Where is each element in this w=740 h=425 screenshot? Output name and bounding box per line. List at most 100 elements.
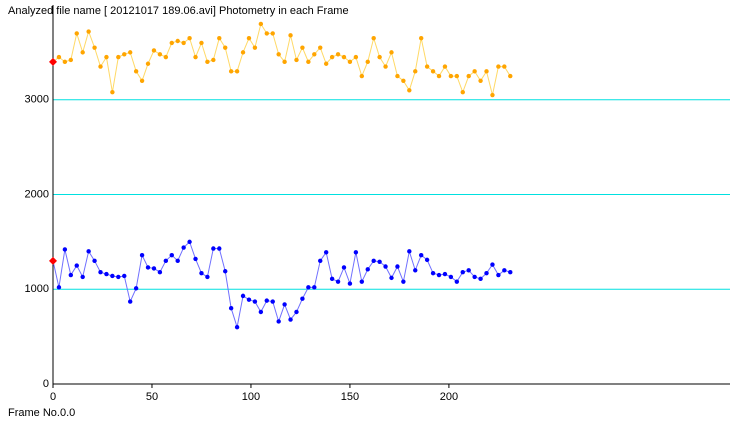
data-point [258, 309, 264, 315]
data-point [401, 279, 406, 284]
data-point [484, 270, 489, 276]
data-point [169, 40, 174, 46]
data-point [288, 33, 293, 38]
data-point [246, 35, 252, 41]
x-tick-label: 150 [341, 391, 359, 403]
data-point [258, 21, 264, 27]
data-point [74, 263, 79, 268]
data-point [270, 299, 275, 304]
data-point [335, 279, 341, 284]
data-point [98, 64, 103, 69]
data-point [122, 52, 127, 57]
data-point [128, 299, 133, 304]
data-point [193, 256, 198, 262]
data-point [413, 69, 418, 74]
data-point [68, 272, 74, 278]
data-point [80, 274, 85, 280]
data-point [169, 252, 174, 258]
data-point [318, 258, 323, 264]
data-point [430, 270, 436, 276]
data-point [335, 52, 341, 57]
data-point [478, 276, 483, 282]
data-point [460, 89, 465, 95]
data-point [318, 45, 323, 50]
data-point [341, 265, 347, 270]
data-point [407, 249, 412, 254]
y-tick-label: 0 [43, 378, 49, 390]
data-point [377, 54, 382, 60]
data-point [128, 50, 133, 55]
data-point [341, 54, 347, 60]
y-tick-label: 2000 [25, 188, 49, 200]
data-point [145, 265, 151, 270]
data-point [508, 269, 513, 275]
y-tick-label: 1000 [25, 283, 49, 295]
data-point [104, 271, 109, 277]
data-point [181, 245, 186, 250]
data-point [56, 285, 62, 290]
data-point [110, 89, 115, 95]
data-point [116, 274, 121, 280]
data-point [436, 73, 442, 79]
data-point [306, 285, 311, 290]
data-point [175, 258, 180, 264]
data-point [116, 54, 121, 60]
data-point [383, 264, 388, 269]
data-point [418, 35, 424, 41]
data-point [300, 296, 305, 301]
data-point [211, 246, 216, 251]
data-point [62, 247, 68, 252]
data-point [223, 269, 228, 274]
first-marker [49, 57, 57, 66]
data-point [80, 50, 85, 55]
data-point [353, 54, 359, 60]
data-point [383, 64, 388, 69]
data-point [323, 250, 329, 255]
data-point [151, 48, 157, 53]
data-point [122, 273, 127, 279]
data-point [442, 64, 448, 69]
data-point [145, 61, 151, 66]
data-point [448, 274, 454, 280]
data-point [496, 64, 501, 69]
data-point [92, 45, 97, 50]
chart-title: Analyzed file name [ 20121017 189.06.avi… [8, 5, 349, 17]
data-point [234, 324, 240, 330]
data-point [211, 57, 216, 63]
data-point [68, 57, 74, 63]
data-point [193, 54, 198, 60]
data-point [460, 269, 465, 275]
data-point [347, 59, 353, 65]
data-point [264, 298, 269, 303]
x-tick-label: 200 [440, 391, 458, 403]
data-point [371, 258, 376, 264]
data-point [104, 54, 109, 60]
data-point [413, 268, 418, 273]
first-marker [49, 256, 57, 265]
data-point [217, 35, 222, 41]
data-point [163, 258, 169, 264]
data-point [478, 78, 483, 84]
data-point [252, 299, 258, 304]
data-point [490, 92, 495, 98]
data-point [371, 35, 376, 41]
data-point [466, 73, 471, 79]
data-point [86, 29, 91, 34]
data-point [424, 257, 430, 263]
data-point [199, 270, 204, 276]
data-point [424, 64, 430, 69]
data-point [359, 73, 365, 79]
data-point [395, 73, 400, 79]
data-point [205, 274, 210, 280]
data-point [187, 239, 192, 245]
data-point [199, 40, 204, 46]
data-point [329, 54, 335, 60]
data-point [448, 73, 454, 79]
data-point [234, 69, 240, 74]
data-point [240, 50, 246, 55]
data-point [395, 264, 400, 269]
data-point [377, 259, 382, 264]
data-point [205, 59, 210, 65]
data-point [442, 271, 448, 277]
